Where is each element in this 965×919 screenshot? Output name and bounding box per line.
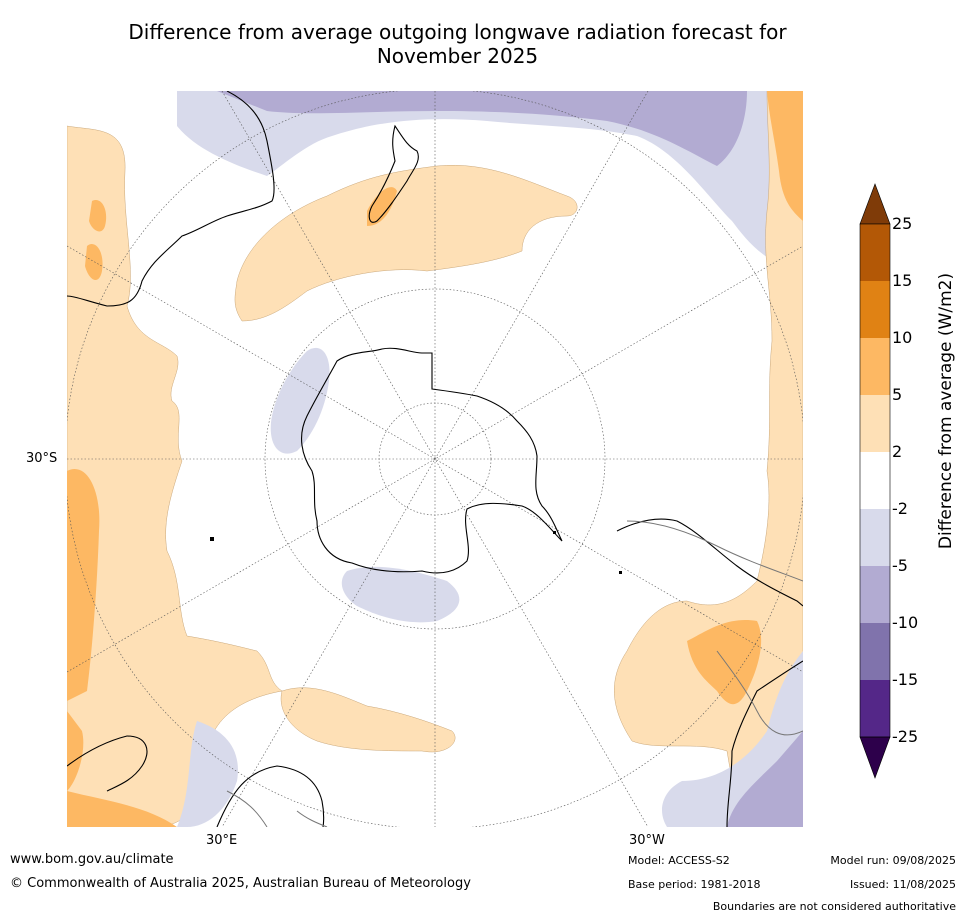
colorbar-under-triangle	[859, 736, 891, 779]
anomaly-negative-mid-north	[217, 91, 747, 166]
colorbar-tick-m5: -5	[892, 556, 908, 575]
lat-label-30s: 30°S	[26, 451, 58, 466]
africa-borders	[226, 790, 328, 827]
anomaly-moderate-east-1	[767, 91, 803, 221]
colorbar-band-m2-m5	[860, 509, 890, 566]
colorbar-band-15-25	[860, 224, 890, 281]
polar-map	[67, 91, 803, 827]
colorbar-band-m15-m25	[860, 680, 890, 737]
antarctica-coastline	[301, 347, 563, 574]
footer-issued: Issued: 11/08/2025	[849, 878, 956, 891]
colorbar	[848, 180, 958, 790]
footer-website: www.bom.gov.au/climate	[10, 852, 174, 867]
lon-label-30w: 30°W	[629, 833, 665, 848]
colorbar-band-2-5	[860, 395, 890, 452]
colorbar-band-m10-m15	[860, 623, 890, 680]
colorbar-tick-m25: -25	[892, 727, 919, 746]
anomaly-positive-west	[67, 125, 283, 827]
chart-title: Difference from average outgoing longwav…	[60, 20, 855, 68]
map-svg	[67, 91, 803, 827]
anomaly-negative-south	[341, 566, 460, 623]
new-zealand-coastline	[368, 124, 419, 223]
anomaly-positive-north	[234, 165, 578, 322]
lon-label-30e: 30°E	[206, 833, 238, 848]
colorbar-tick-5: 5	[892, 385, 903, 404]
colorbar-tick-m10: -10	[892, 613, 919, 632]
colorbar-over-triangle	[859, 183, 891, 225]
anomaly-moderate-nz	[367, 187, 397, 226]
footer-copyright: © Commonwealth of Australia 2025, Austra…	[10, 876, 471, 891]
colorbar-band-5-10	[860, 338, 890, 395]
south-america-coastline	[616, 518, 803, 827]
footer-disclaimer: Boundaries are not considered authoritat…	[712, 900, 956, 913]
colorbar-tick-25: 25	[892, 214, 913, 233]
title-line-2: November 2025	[376, 44, 539, 68]
anomaly-negative-north	[177, 91, 803, 271]
colorbar-title: Difference from average (W/m2)	[936, 272, 956, 550]
anomaly-negative-ring-west	[270, 347, 330, 454]
south-america-borders	[626, 520, 803, 736]
australia-coastline	[67, 91, 275, 307]
africa-coastline	[67, 735, 325, 827]
anomaly-moderate-west-1	[67, 469, 100, 701]
title-line-1: Difference from average outgoing longwav…	[128, 20, 787, 44]
colorbar-tick-2: 2	[892, 442, 903, 461]
footer-model: Model: ACCESS-S2	[628, 854, 730, 867]
anomaly-moderate-east-2	[687, 620, 762, 705]
anomaly-negative-sw	[177, 721, 238, 827]
anomaly-negative-east-strong	[727, 731, 803, 827]
colorbar-band-10-15	[860, 281, 890, 338]
footer-model-run: Model run: 09/08/2025	[830, 854, 956, 867]
anomaly-moderate-west-2	[67, 711, 84, 791]
colorbar-band-neutral	[860, 452, 890, 509]
graticule	[67, 91, 803, 827]
anomaly-moderate-west-3	[89, 200, 107, 232]
colorbar-tick-m2: -2	[892, 499, 908, 518]
colorbar-tick-10: 10	[892, 328, 913, 347]
footer-base-period: Base period: 1981-2018	[628, 878, 761, 891]
colorbar-tick-15: 15	[892, 271, 913, 290]
colorbar-tick-m15: -15	[892, 670, 919, 689]
colorbar-band-m5-m10	[860, 566, 890, 623]
anomaly-moderate-west-4	[85, 243, 103, 281]
anomaly-moderate-sw	[67, 791, 177, 827]
colorbar-svg	[859, 183, 891, 779]
anomaly-positive-south	[280, 687, 456, 753]
